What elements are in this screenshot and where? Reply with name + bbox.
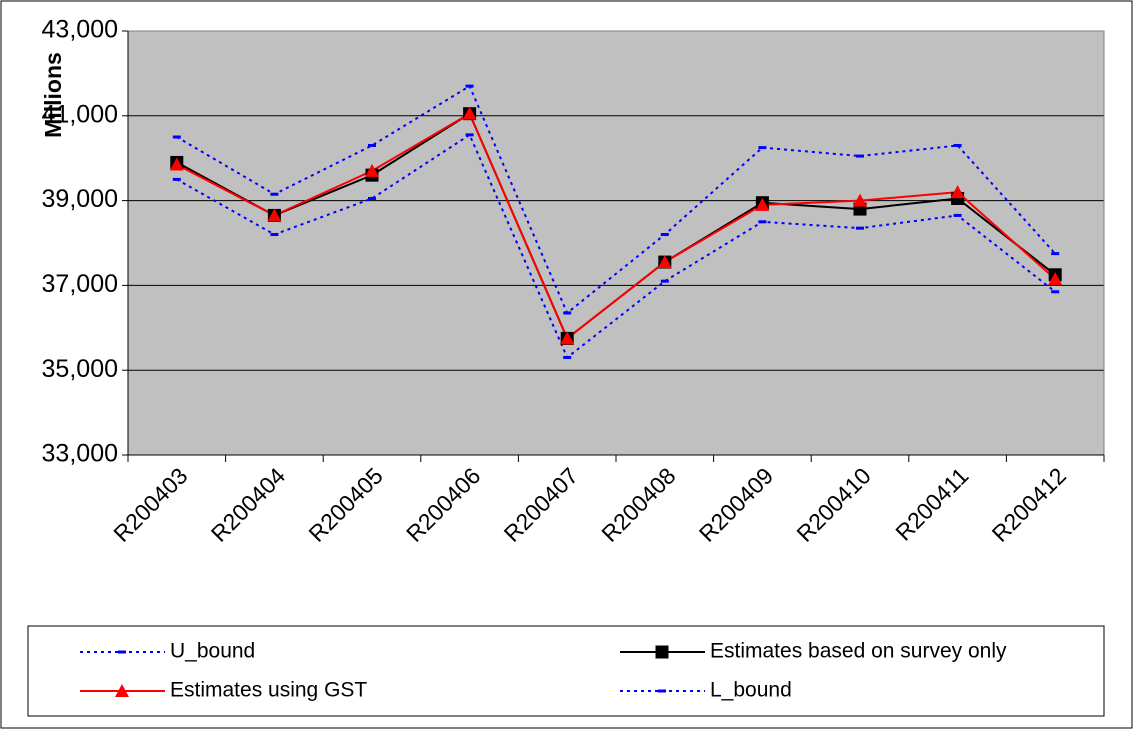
point-marker <box>853 193 867 207</box>
series-line <box>176 84 1056 315</box>
point-marker <box>1048 272 1063 286</box>
legend-label: U_bound <box>170 640 255 663</box>
legend-marker <box>655 645 669 659</box>
series-line <box>176 133 1056 360</box>
y-tick-label: 39,000 <box>42 185 118 213</box>
point-marker <box>950 185 965 199</box>
point-marker <box>755 197 770 211</box>
point-marker <box>267 208 282 222</box>
legend-box <box>27 625 1105 717</box>
legend-marker <box>115 684 129 697</box>
y-tick-label: 37,000 <box>42 270 118 298</box>
y-tick-label: 33,000 <box>42 440 118 468</box>
series-line <box>176 112 1056 340</box>
point-marker <box>657 255 672 269</box>
y-axis-title: Millions <box>40 52 66 138</box>
y-tick-label: 35,000 <box>42 355 118 383</box>
legend-label: L_bound <box>710 679 792 702</box>
legend-label: Estimates based on survey only <box>710 640 1007 663</box>
legend-label: Estimates using GST <box>170 679 367 702</box>
plot-area <box>128 31 1104 455</box>
point-marker <box>365 163 379 177</box>
point-marker <box>462 106 477 120</box>
y-tick-label: 43,000 <box>42 16 118 44</box>
y-tick-label: 41,000 <box>42 100 118 128</box>
point-marker <box>560 331 575 345</box>
point-marker <box>169 157 184 171</box>
